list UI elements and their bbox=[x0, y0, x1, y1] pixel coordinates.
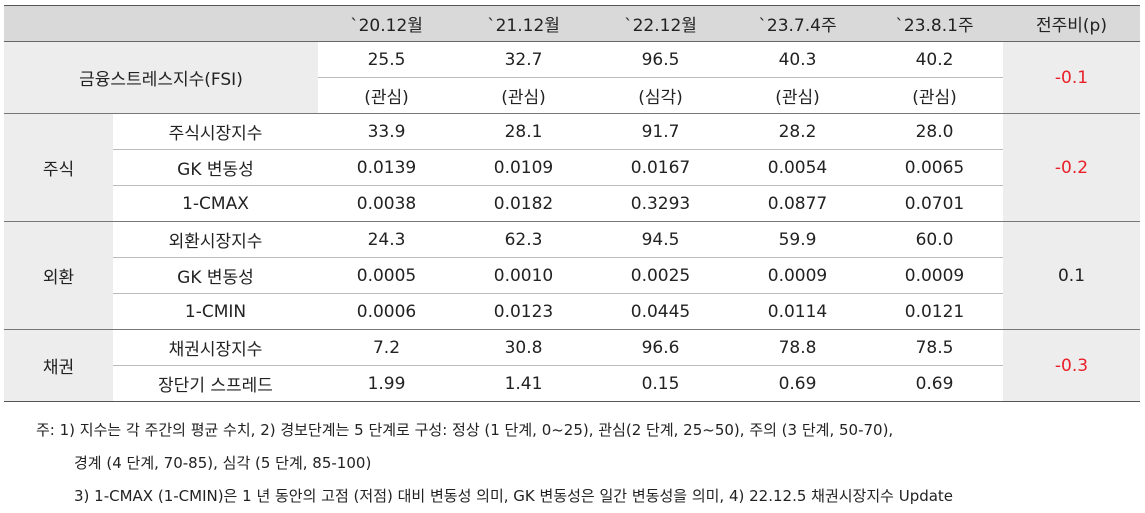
table-row: GK 변동성 0.0139 0.0109 0.0167 0.0054 0.006… bbox=[4, 149, 1140, 186]
table-cell: 0.0109 bbox=[455, 149, 592, 186]
table-cell: 0.0005 bbox=[318, 257, 455, 294]
col-header: `23.8.1주 bbox=[866, 5, 1003, 42]
change-cell: -0.3 bbox=[1003, 329, 1140, 402]
table-cell: 0.0167 bbox=[592, 149, 729, 186]
table-cell: 0.0065 bbox=[866, 149, 1003, 186]
row-label: GK 변동성 bbox=[113, 149, 318, 186]
table-cell: 0.0006 bbox=[318, 293, 455, 330]
row-label: 1-CMAX bbox=[113, 185, 318, 222]
change-cell: -0.2 bbox=[1003, 113, 1140, 222]
row-label: 외환시장지수 bbox=[113, 221, 318, 258]
table-cell: 0.0139 bbox=[318, 149, 455, 186]
table-cell: 0.0182 bbox=[455, 185, 592, 222]
table-row: 1-CMIN 0.0006 0.0123 0.0445 0.0114 0.012… bbox=[4, 293, 1140, 330]
table-cell: 62.3 bbox=[455, 221, 592, 258]
table-row: GK 변동성 0.0005 0.0010 0.0025 0.0009 0.000… bbox=[4, 257, 1140, 294]
table-cell: 28.1 bbox=[455, 113, 592, 150]
table-row: 외환 외환시장지수 24.3 62.3 94.5 59.9 60.0 0.1 bbox=[4, 221, 1140, 330]
table-cell: 7.2 bbox=[318, 329, 455, 366]
table-cell: 0.0445 bbox=[592, 293, 729, 330]
col-header: `20.12월 bbox=[318, 5, 455, 42]
table-cell: 40.3 bbox=[729, 41, 866, 78]
table-cell: 96.5 bbox=[592, 41, 729, 78]
table-row: 금융스트레스지수(FSI) 25.5 32.7 96.5 40.3 40.2 -… bbox=[4, 41, 1140, 114]
row-label: GK 변동성 bbox=[113, 257, 318, 294]
change-cell: 0.1 bbox=[1003, 221, 1140, 330]
level-cell: (관심) bbox=[729, 77, 866, 114]
level-cell: (관심) bbox=[866, 77, 1003, 114]
table-cell: 1.99 bbox=[318, 365, 455, 402]
col-header-change: 전주비(p) bbox=[1003, 5, 1140, 42]
table-cell: 78.5 bbox=[866, 329, 1003, 366]
col-header: `22.12월 bbox=[592, 5, 729, 42]
table-cell: 0.0054 bbox=[729, 149, 866, 186]
row-label: 주식시장지수 bbox=[113, 113, 318, 150]
table-cell: 25.5 bbox=[318, 41, 455, 78]
footnote-line: 3) 1-CMAX (1-CMIN)은 1 년 동안의 고점 (저점) 대비 변… bbox=[74, 487, 954, 505]
table-cell: 91.7 bbox=[592, 113, 729, 150]
table-cell: 78.8 bbox=[729, 329, 866, 366]
table-cell: 94.5 bbox=[592, 221, 729, 258]
table-cell: 0.0114 bbox=[729, 293, 866, 330]
group-label: 채권 bbox=[4, 329, 113, 402]
table-cell: 0.0123 bbox=[455, 293, 592, 330]
table-cell: 40.2 bbox=[866, 41, 1003, 78]
header-row: `20.12월 `21.12월 `22.12월 `23.7.4주 `23.8.1… bbox=[4, 5, 1140, 42]
table-cell: 1.41 bbox=[455, 365, 592, 402]
row-label: 채권시장지수 bbox=[113, 329, 318, 366]
table-row: 1-CMAX 0.0038 0.0182 0.3293 0.0877 0.070… bbox=[4, 185, 1140, 222]
footnote-line: 경계 (4 단계, 70-85), 심각 (5 단계, 85-100) bbox=[74, 454, 372, 472]
table-cell: 0.3293 bbox=[592, 185, 729, 222]
table-cell: 0.69 bbox=[729, 365, 866, 402]
table-cell: 0.15 bbox=[592, 365, 729, 402]
table-cell: 30.8 bbox=[455, 329, 592, 366]
table-cell: 59.9 bbox=[729, 221, 866, 258]
table-cell: 28.2 bbox=[729, 113, 866, 150]
footnote-line: 주: 1) 지수는 각 주간의 평균 수치, 2) 경보단계는 5 단계로 구성… bbox=[36, 421, 894, 439]
table-row: 장단기 스프레드 1.99 1.41 0.15 0.69 0.69 bbox=[4, 365, 1140, 402]
table-cell: 32.7 bbox=[455, 41, 592, 78]
table-cell: 0.0038 bbox=[318, 185, 455, 222]
fsi-table: `20.12월 `21.12월 `22.12월 `23.7.4주 `23.8.1… bbox=[4, 5, 1140, 402]
table-cell: 0.0025 bbox=[592, 257, 729, 294]
table-cell: 60.0 bbox=[866, 221, 1003, 258]
table-cell: 0.0121 bbox=[866, 293, 1003, 330]
table-cell: 24.3 bbox=[318, 221, 455, 258]
footnotes: 주: 1) 지수는 각 주간의 평균 수치, 2) 경보단계는 5 단계로 구성… bbox=[36, 414, 953, 513]
group-label: 외환 bbox=[4, 221, 113, 330]
table-cell: 33.9 bbox=[318, 113, 455, 150]
fsi-label: 금융스트레스지수(FSI) bbox=[4, 41, 318, 114]
table-row: 채권 채권시장지수 7.2 30.8 96.6 78.8 78.5 -0.3 bbox=[4, 329, 1140, 402]
table-cell: 0.0701 bbox=[866, 185, 1003, 222]
header-corner bbox=[4, 5, 318, 42]
level-cell: (관심) bbox=[318, 77, 455, 114]
level-cell: (관심) bbox=[455, 77, 592, 114]
table-cell: 28.0 bbox=[866, 113, 1003, 150]
group-label: 주식 bbox=[4, 113, 113, 222]
table-cell: 0.0009 bbox=[866, 257, 1003, 294]
col-header: `21.12월 bbox=[455, 5, 592, 42]
change-cell: -0.1 bbox=[1003, 41, 1140, 114]
col-header: `23.7.4주 bbox=[729, 5, 866, 42]
table-cell: 0.69 bbox=[866, 365, 1003, 402]
table-cell: 96.6 bbox=[592, 329, 729, 366]
row-label: 장단기 스프레드 bbox=[113, 365, 318, 402]
level-cell: (심각) bbox=[592, 77, 729, 114]
row-label: 1-CMIN bbox=[113, 293, 318, 330]
table-row: (관심) (관심) (심각) (관심) (관심) bbox=[4, 77, 1140, 114]
table-cell: 0.0009 bbox=[729, 257, 866, 294]
table-cell: 0.0010 bbox=[455, 257, 592, 294]
table-row: 주식 주식시장지수 33.9 28.1 91.7 28.2 28.0 -0.2 bbox=[4, 113, 1140, 222]
table-cell: 0.0877 bbox=[729, 185, 866, 222]
